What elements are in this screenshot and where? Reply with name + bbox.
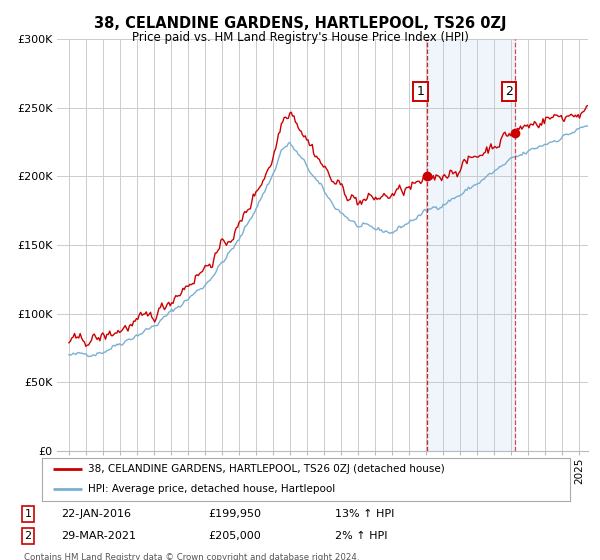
Text: Price paid vs. HM Land Registry's House Price Index (HPI): Price paid vs. HM Land Registry's House … bbox=[131, 31, 469, 44]
Bar bbox=[427, 39, 515, 451]
Text: Contains HM Land Registry data © Crown copyright and database right 2024.
This d: Contains HM Land Registry data © Crown c… bbox=[24, 553, 359, 560]
Text: 38, CELANDINE GARDENS, HARTLEPOOL, TS26 0ZJ (detached house): 38, CELANDINE GARDENS, HARTLEPOOL, TS26 … bbox=[88, 464, 445, 474]
Text: HPI: Average price, detached house, Hartlepool: HPI: Average price, detached house, Hart… bbox=[88, 484, 336, 494]
Text: 2: 2 bbox=[25, 531, 32, 541]
Text: 2% ↑ HPI: 2% ↑ HPI bbox=[335, 531, 387, 541]
Text: 1: 1 bbox=[416, 85, 424, 98]
Text: 22-JAN-2016: 22-JAN-2016 bbox=[61, 509, 131, 519]
Text: 2: 2 bbox=[505, 85, 512, 98]
Text: £199,950: £199,950 bbox=[208, 509, 261, 519]
Text: 1: 1 bbox=[25, 509, 32, 519]
Text: 38, CELANDINE GARDENS, HARTLEPOOL, TS26 0ZJ: 38, CELANDINE GARDENS, HARTLEPOOL, TS26 … bbox=[94, 16, 506, 31]
Text: 13% ↑ HPI: 13% ↑ HPI bbox=[335, 509, 394, 519]
Text: 29-MAR-2021: 29-MAR-2021 bbox=[61, 531, 136, 541]
Text: £205,000: £205,000 bbox=[208, 531, 260, 541]
